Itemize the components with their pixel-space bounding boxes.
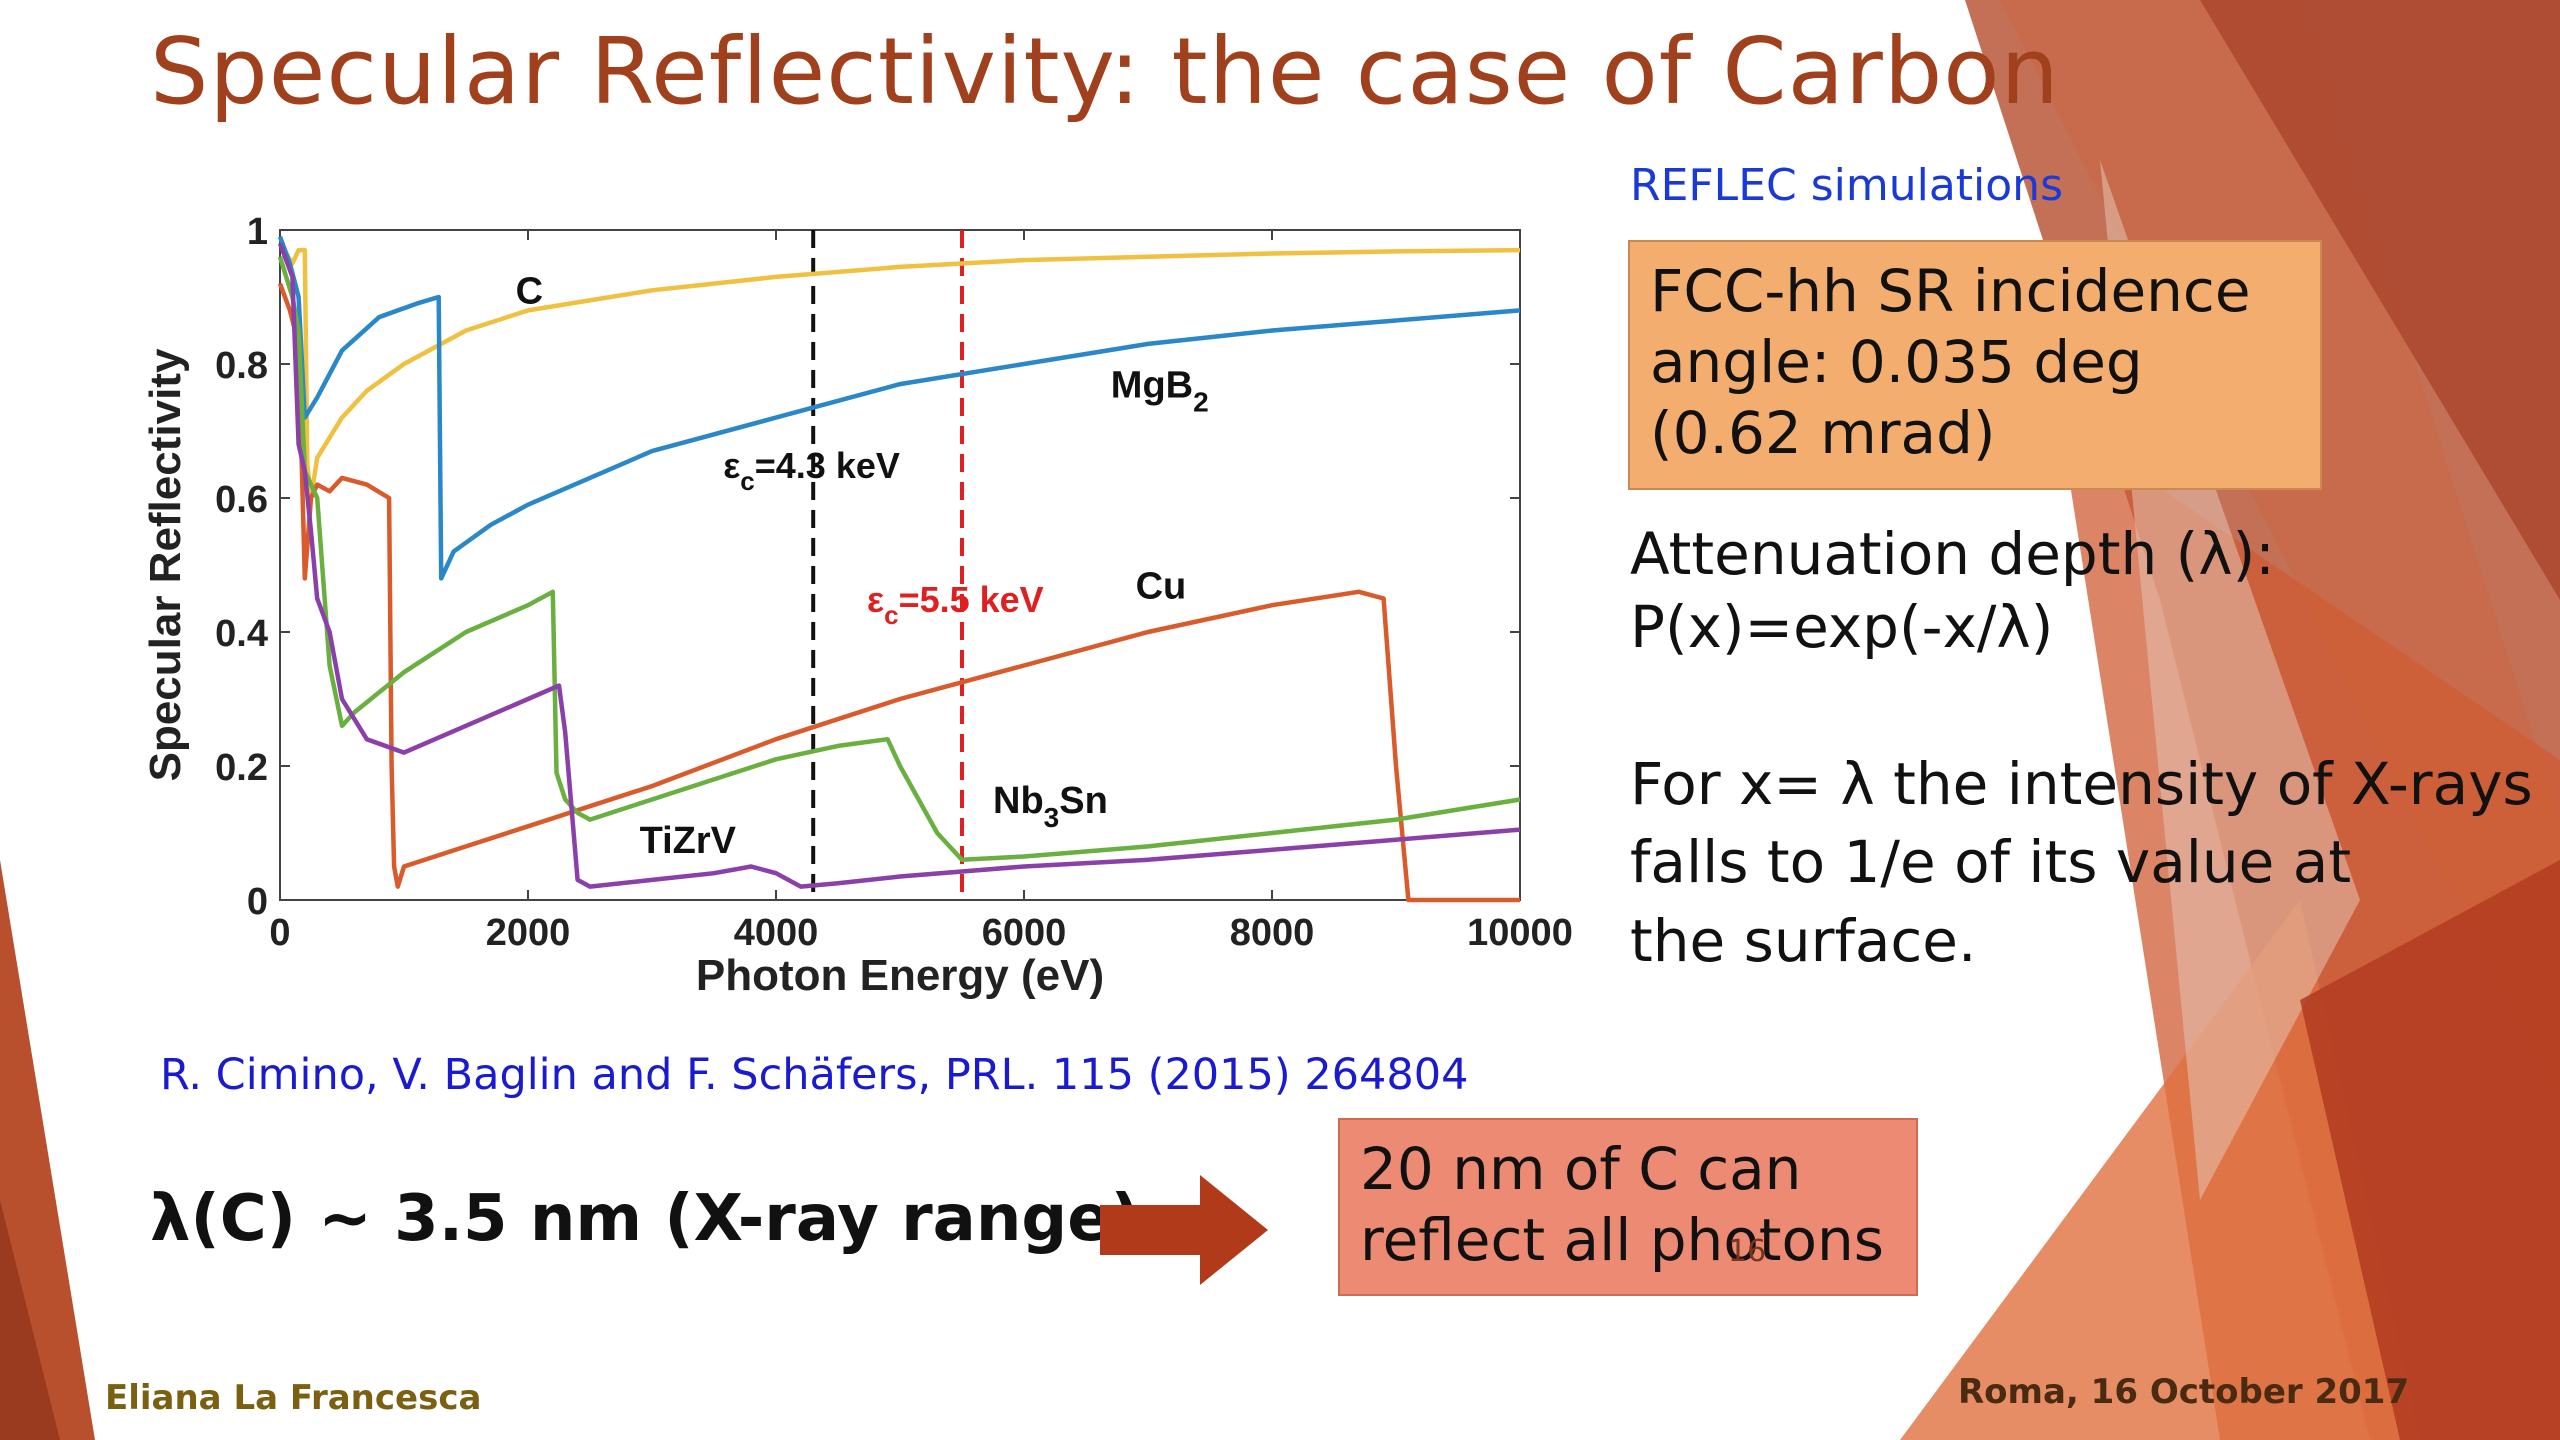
plot-frame <box>279 229 1521 901</box>
simulation-label: REFLEC simulations <box>1630 160 2063 211</box>
critical-energy-label: εc=4.3 keV <box>723 445 900 496</box>
critical-energy-label: εc=5.5 keV <box>867 579 1044 630</box>
x-tick-label: 4000 <box>734 912 819 954</box>
series-label: MgB2 <box>1111 365 1209 418</box>
x-tick-label: 2000 <box>486 912 571 954</box>
y-tick-label: 0.6 <box>215 479 268 521</box>
incidence-line: (0.62 mrad) <box>1650 398 1996 467</box>
x-tick-label: 6000 <box>982 912 1067 954</box>
x-tick-label: 8000 <box>1230 912 1315 954</box>
attenuation-line: P(x)=exp(-x/λ) <box>1630 592 2054 661</box>
y-axis-label: Specular Reflectivity <box>141 348 190 781</box>
slide-title: Specular Reflectivity: the case of Carbo… <box>150 18 2060 125</box>
reference-citation: R. Cimino, V. Baglin and F. Schäfers, PR… <box>160 1050 1469 1100</box>
y-tick-label: 0.8 <box>215 345 268 387</box>
arrow-right-icon <box>1100 1175 1268 1285</box>
series-label: C <box>516 271 543 313</box>
x-tick-label: 0 <box>269 912 290 954</box>
footer-author: Eliana La Francesca <box>105 1378 482 1418</box>
lambda-statement: λ(C) ~ 3.5 nm (X-ray range) <box>150 1182 1140 1256</box>
intensity-line: For x= λ the intensity of X-rays <box>1630 750 2533 818</box>
incidence-angle-box: FCC-hh SR incidence angle: 0.035 deg (0.… <box>1628 240 2322 490</box>
series-line-mgb2 <box>277 235 1521 581</box>
intensity-text: For x= λ the intensity of X-rays falls t… <box>1630 745 2533 980</box>
footer-date: Roma, 16 October 2017 <box>1958 1372 2410 1412</box>
conclusion-line: 20 nm of C can <box>1360 1135 1802 1203</box>
incidence-line: FCC-hh SR incidence <box>1650 257 2251 325</box>
conclusion-box: 20 nm of C can reflect all photons <box>1338 1118 1918 1296</box>
y-tick-label: 1 <box>247 211 268 253</box>
slide-number: 16 <box>1728 1234 1767 1269</box>
series-label: Cu <box>1136 566 1187 608</box>
series-line-c <box>278 242 1521 501</box>
y-tick-label: 0.2 <box>215 747 268 789</box>
series-label: Nb3Sn <box>993 780 1108 833</box>
series-line-nb3sn <box>277 256 1521 863</box>
intensity-line: the surface. <box>1630 906 1977 975</box>
x-axis-label: Photon Energy (eV) <box>696 951 1104 1000</box>
conclusion-line: reflect all photons <box>1360 1205 1885 1274</box>
reflectivity-chart: 0 2000 4000 6000 8000 10000 0 0.2 0.4 0.6 0.8 1 εc=… <box>141 211 1573 1000</box>
attenuation-line: Attenuation depth (λ): <box>1630 520 2275 588</box>
series-label: TiZrV <box>640 820 737 862</box>
series-line-tizrv <box>277 242 1521 889</box>
y-tick-label: 0.4 <box>215 613 268 655</box>
x-tick-label: 10000 <box>1467 912 1573 954</box>
attenuation-text: Attenuation depth (λ): P(x)=exp(-x/λ) <box>1630 518 2275 663</box>
y-tick-label: 0 <box>247 881 268 923</box>
intensity-line: falls to 1/e of its value at <box>1630 828 2352 897</box>
incidence-line: angle: 0.035 deg <box>1650 327 2143 396</box>
